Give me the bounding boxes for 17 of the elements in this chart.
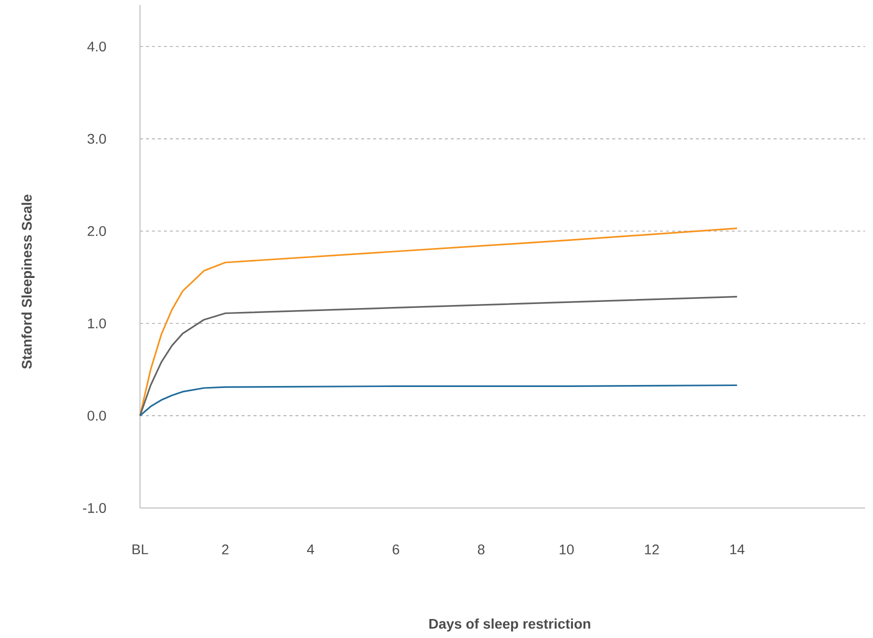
x-tick-label: 4	[307, 544, 314, 554]
y-tick-label: 2.0	[88, 226, 106, 236]
x-tick-label: 6	[392, 544, 400, 554]
x-tick-label: BL	[132, 544, 148, 554]
x-tick-label: 8	[478, 544, 484, 554]
y-axis-title: Stanford Sleepiness Scale	[21, 194, 35, 369]
y-tick-label: 0.0	[88, 410, 106, 421]
x-axis-title: Days of sleep restriction	[429, 618, 590, 632]
x-tick-label: 10	[560, 544, 574, 554]
x-tick-label: 14	[730, 544, 744, 554]
y-tick-label: -1.0	[82, 503, 106, 513]
x-tick-label: 12	[645, 544, 659, 554]
x-tick-label: 2	[222, 544, 228, 554]
y-tick-label: 3.0	[88, 134, 106, 144]
y-tick-label: 4.0	[87, 42, 106, 52]
line-series	[139, 384, 738, 417]
y-tick-label: 1.0	[88, 318, 106, 328]
